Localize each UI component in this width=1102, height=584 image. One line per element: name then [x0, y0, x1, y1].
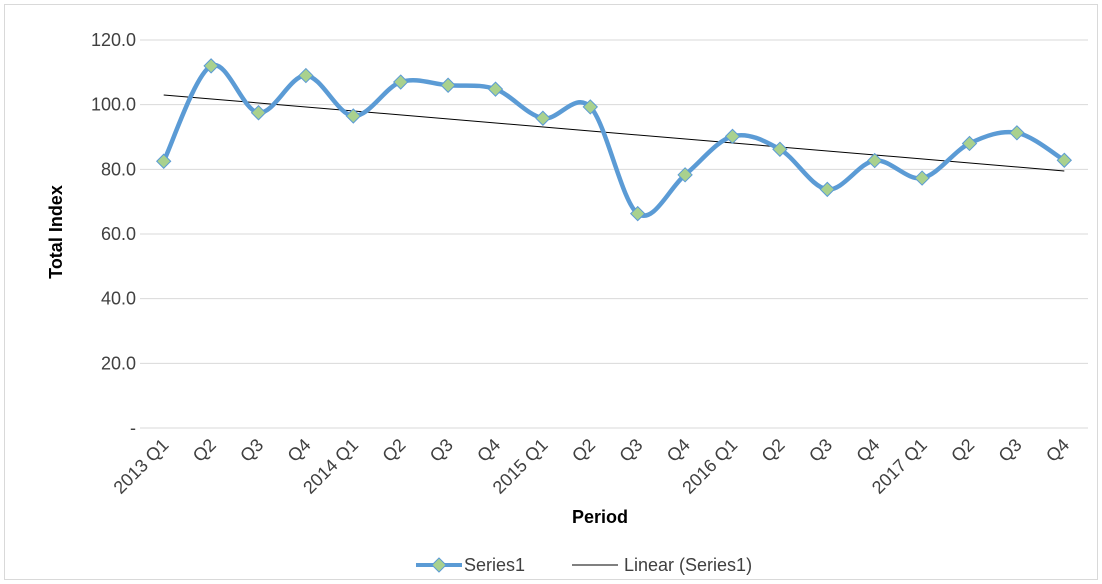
- x-tick-label: Q3: [236, 435, 267, 466]
- data-point-marker: [298, 67, 314, 84]
- gridlines: [140, 39, 1088, 429]
- x-tick-label: Q3: [805, 435, 836, 466]
- y-tick-label: -: [130, 418, 136, 438]
- data-point-marker: [203, 58, 219, 74]
- x-tick-label: Q3: [615, 435, 646, 466]
- x-tick-label: Q4: [1042, 435, 1073, 466]
- data-point-marker: [677, 167, 693, 183]
- data-point-marker: [582, 99, 599, 115]
- x-tick-label: Q2: [947, 435, 978, 466]
- chart-area: [4, 4, 1098, 580]
- data-point-marker: [724, 128, 741, 145]
- y-tick-label: 40.0: [101, 289, 136, 309]
- x-tick-label: Q2: [758, 435, 789, 466]
- y-axis-title: Total Index: [46, 185, 66, 279]
- data-point-marker: [155, 153, 172, 169]
- data-point-marker: [1009, 125, 1025, 141]
- x-axis-title: Period: [572, 507, 628, 527]
- x-tick-label: Q4: [852, 435, 883, 466]
- y-tick-label: 80.0: [101, 159, 136, 179]
- trendline: [163, 94, 1065, 172]
- x-tick-label: Q3: [995, 435, 1026, 466]
- x-tick-label: Q3: [426, 435, 457, 466]
- data-point-marker: [819, 181, 836, 198]
- x-tick-label: Q4: [473, 435, 504, 466]
- x-tick-label: Q2: [189, 435, 220, 466]
- data-point-marker: [629, 205, 646, 222]
- legend-trendline-label: Linear (Series1): [624, 555, 752, 575]
- data-point-marker: [487, 81, 504, 97]
- data-point-marker: [914, 170, 930, 186]
- data-point-marker: [772, 141, 788, 157]
- x-tick-label: Q4: [663, 435, 694, 466]
- data-point-marker: [392, 74, 409, 90]
- x-tick-label: 2013 Q1: [110, 435, 173, 498]
- data-point-marker: [866, 152, 883, 169]
- legend-series1-marker: [431, 557, 447, 573]
- legend-series1-label: Series1: [464, 555, 525, 575]
- y-axis-tick-labels: - 20.0 40.0 60.0 80.0 100.0 120.0: [91, 30, 136, 438]
- data-point-marker: [961, 135, 978, 152]
- y-tick-label: 60.0: [101, 224, 136, 244]
- x-tick-label: Q4: [284, 435, 315, 466]
- x-tick-label: Q2: [568, 435, 599, 466]
- data-point-marker: [440, 77, 456, 93]
- series1-markers: [155, 58, 1073, 222]
- data-point-marker: [345, 108, 362, 124]
- y-tick-label: 120.0: [91, 30, 136, 50]
- y-tick-label: 100.0: [91, 95, 136, 115]
- data-point-marker: [535, 110, 551, 126]
- series1-line: [161, 62, 1067, 218]
- data-point-marker: [1056, 152, 1073, 168]
- legend: Series1 Linear (Series1): [416, 555, 752, 575]
- y-tick-label: 20.0: [101, 353, 136, 373]
- x-tick-label: Q2: [378, 435, 409, 466]
- data-point-marker: [250, 105, 267, 121]
